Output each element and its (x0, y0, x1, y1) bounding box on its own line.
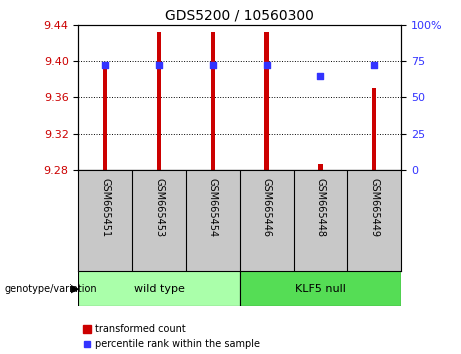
Bar (240, 271, 401, 306)
Text: GSM665449: GSM665449 (369, 178, 379, 237)
Bar (157, 32, 161, 170)
Text: genotype/variation: genotype/variation (5, 284, 97, 293)
Point (209, 63, 217, 68)
Bar (265, 32, 269, 170)
Bar (103, 65, 107, 170)
Bar (372, 88, 376, 170)
Point (371, 63, 378, 68)
Point (263, 63, 270, 68)
Bar (318, 165, 323, 170)
Title: GDS5200 / 10560300: GDS5200 / 10560300 (165, 8, 314, 22)
Text: ▶: ▶ (71, 284, 80, 293)
Text: GSM665446: GSM665446 (261, 178, 272, 237)
Bar (78, 271, 240, 306)
Point (101, 63, 109, 68)
Text: wild type: wild type (134, 284, 184, 293)
Text: KLF5 null: KLF5 null (295, 284, 346, 293)
Bar (211, 32, 215, 170)
Text: GSM665454: GSM665454 (208, 178, 218, 237)
Text: GSM665448: GSM665448 (315, 178, 325, 237)
Text: GSM665451: GSM665451 (100, 178, 110, 237)
Text: GSM665453: GSM665453 (154, 178, 164, 237)
Legend: transformed count, percentile rank within the sample: transformed count, percentile rank withi… (83, 324, 260, 349)
Point (155, 63, 163, 68)
Point (317, 73, 324, 78)
